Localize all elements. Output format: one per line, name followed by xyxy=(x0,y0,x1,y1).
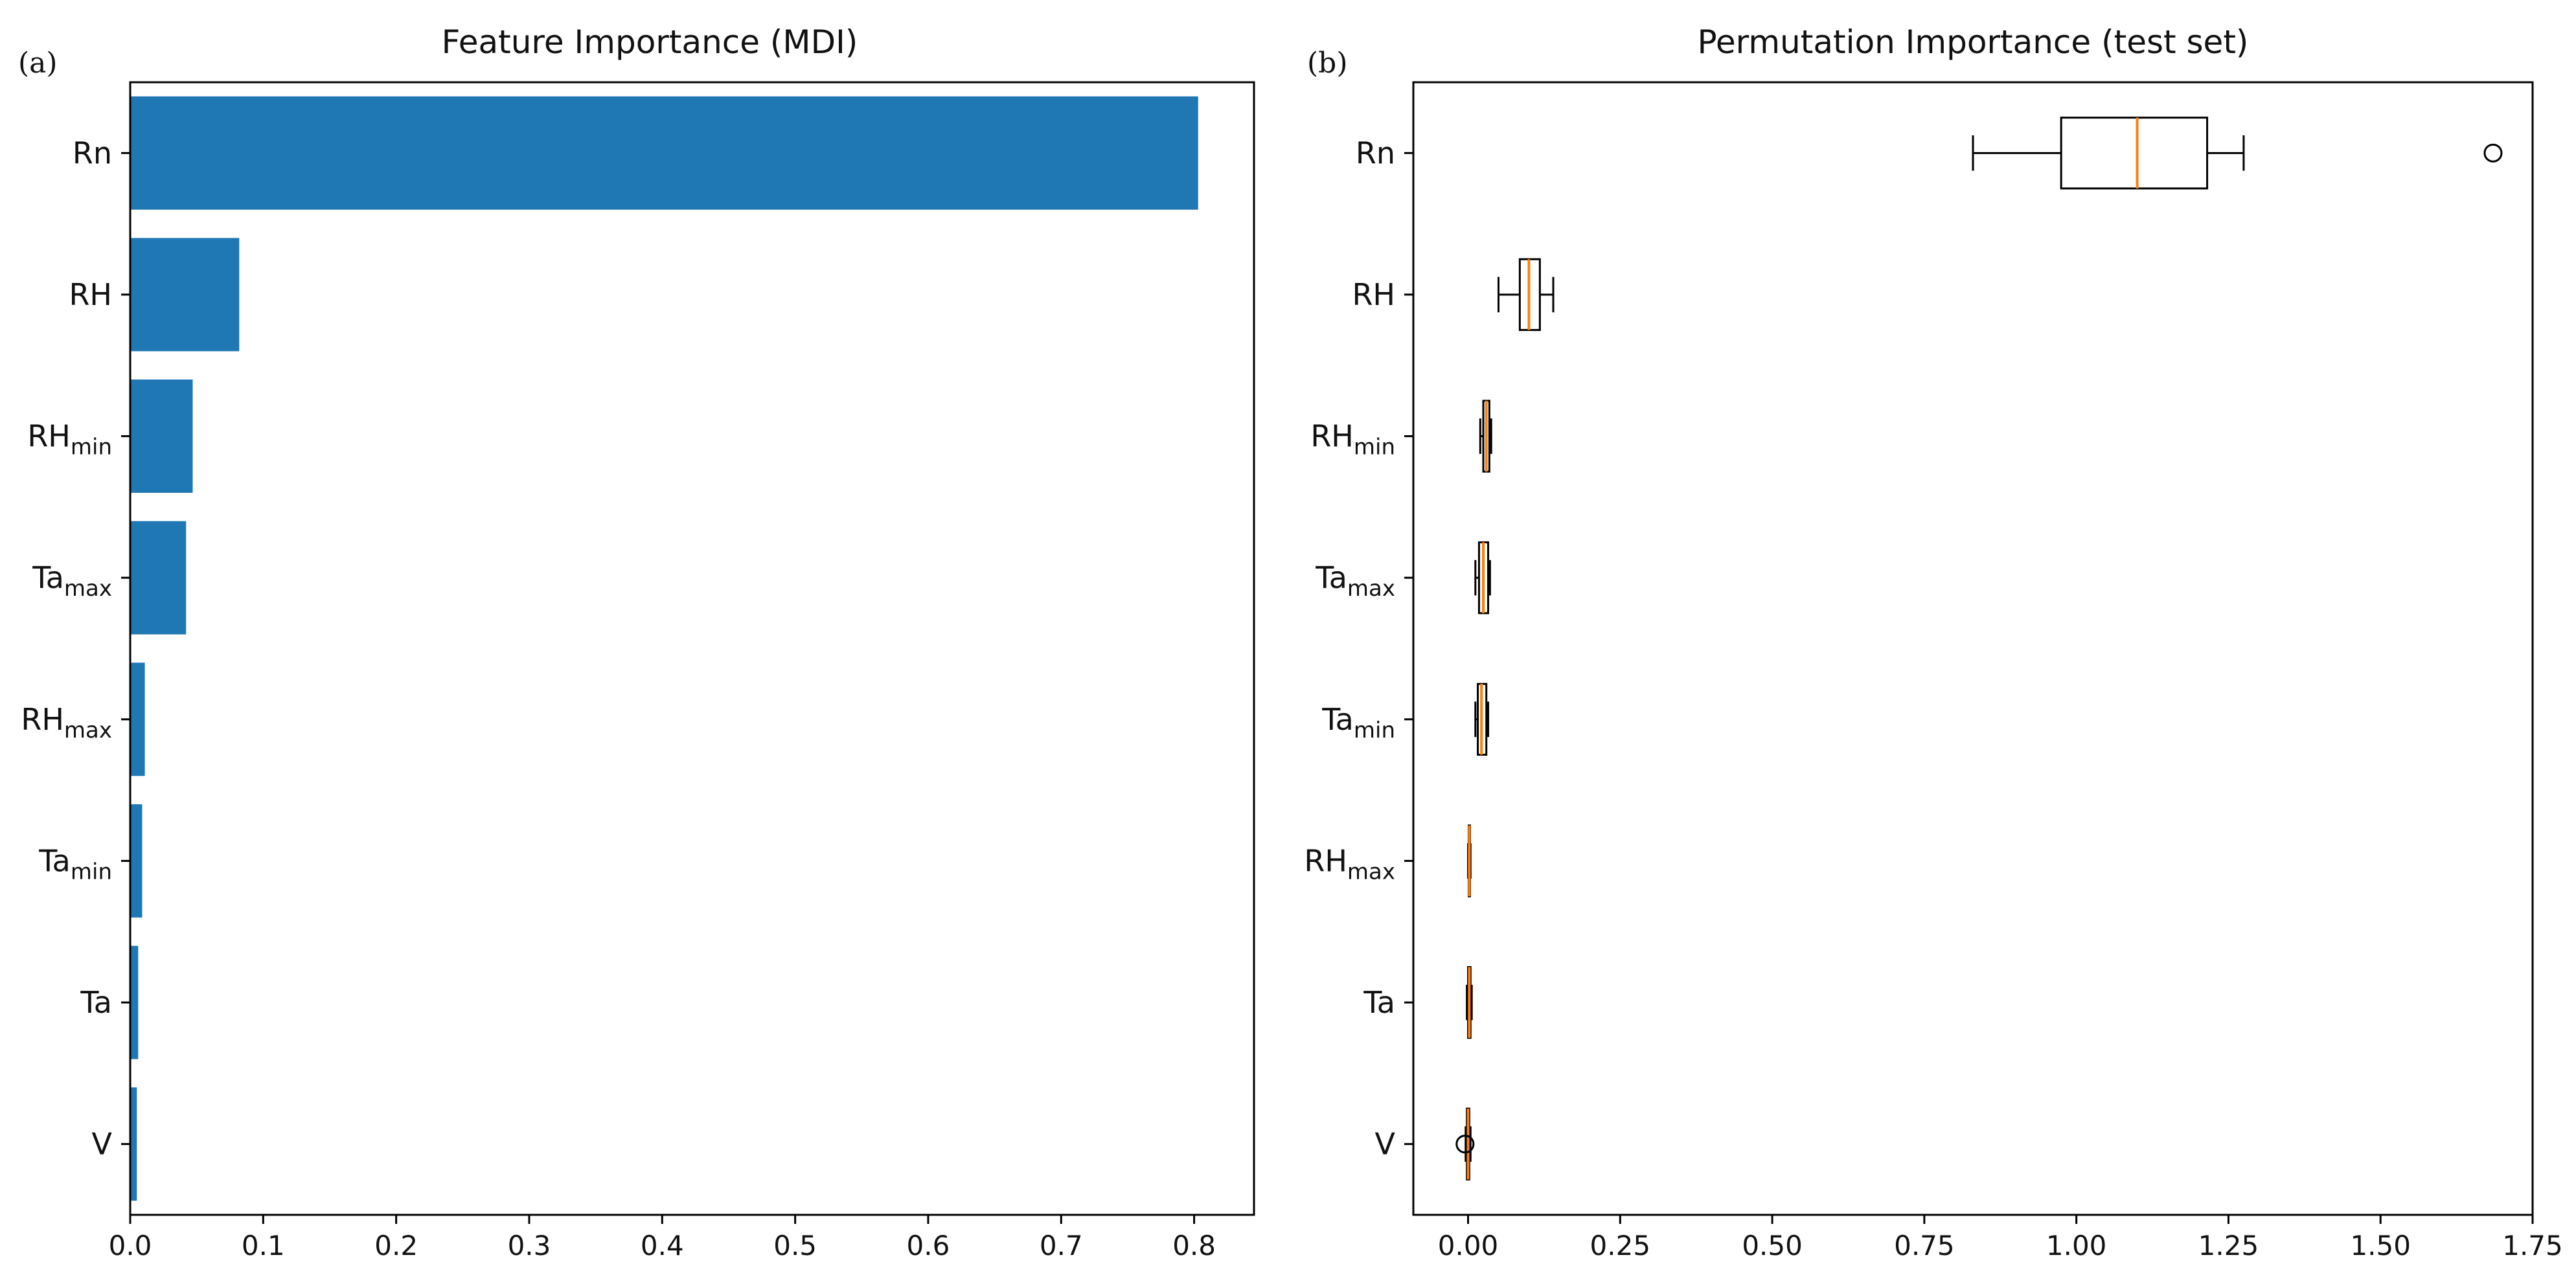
box-rn xyxy=(1972,117,2503,190)
box-rh xyxy=(1497,258,1555,332)
x-tick-label: 1.75 xyxy=(2502,1230,2563,1261)
panel-b-boxes xyxy=(1455,117,2503,1181)
y-tick-label-ta-min: Tamin xyxy=(1321,702,1395,743)
bar-rh-max xyxy=(130,662,145,776)
x-tick-label: 0.5 xyxy=(773,1230,817,1261)
box-rh-min xyxy=(1479,400,1492,473)
panel-a-feature-importance: (a) Feature Importance (MDI) Rn RH RHmin Ta… xyxy=(18,23,1255,1261)
outlier-point xyxy=(2483,143,2503,163)
y-tick-label-rh-max: RHmax xyxy=(21,702,112,743)
x-tick-label: 0.1 xyxy=(242,1230,285,1261)
y-tick-label-rh: RH xyxy=(69,277,112,312)
bar-ta-min xyxy=(130,804,142,918)
y-tick-label-ta: Ta xyxy=(80,985,112,1020)
panel-b-title: Permutation Importance (test set) xyxy=(1698,23,2249,61)
x-tick-label: 1.25 xyxy=(2198,1230,2259,1261)
y-tick-label-ta-max: Tamax xyxy=(1315,560,1395,602)
box-ta-min xyxy=(1474,683,1490,756)
x-tick-label: 0.00 xyxy=(1438,1230,1499,1261)
bar-v xyxy=(130,1087,137,1201)
bar-ta-max xyxy=(130,521,187,635)
box-v xyxy=(1455,1107,1475,1181)
x-tick-label: 0.3 xyxy=(508,1230,551,1261)
box-ta-max xyxy=(1474,541,1491,615)
y-tick-label-ta-min: Tamin xyxy=(38,843,112,885)
box-rh-max xyxy=(1467,824,1472,898)
bar-rh-min xyxy=(130,379,193,493)
bar-rh xyxy=(130,238,240,352)
y-tick-label-v: V xyxy=(1375,1127,1396,1162)
panel-b-y-ticks: Rn RH RHmin Tamax Tamin RHmax Ta V xyxy=(1304,135,1413,1162)
x-tick-label: 0.6 xyxy=(907,1230,950,1261)
iqr-box xyxy=(2060,117,2209,190)
y-tick-label-ta-max: Tamax xyxy=(32,560,112,602)
y-tick-label-rh-min: RHmin xyxy=(1310,419,1395,460)
x-tick-label: 0.0 xyxy=(109,1230,152,1261)
panel-a-y-ticks: Rn RH RHmin Tamax RHmax Tamin Ta V xyxy=(21,135,130,1162)
panel-a-axes-frame xyxy=(129,81,1255,1216)
y-tick-label-rh-min: RHmin xyxy=(27,419,112,460)
bar-rn xyxy=(130,96,1198,210)
y-tick-label-rh-max: RHmax xyxy=(1304,843,1395,885)
y-tick-label-rn: Rn xyxy=(1356,135,1395,170)
y-tick-label-rn: Rn xyxy=(73,135,112,170)
outlier-point xyxy=(1455,1135,1475,1154)
y-tick-label-rh: RH xyxy=(1352,277,1395,312)
y-tick-label-ta: Ta xyxy=(1363,985,1395,1020)
x-tick-label: 0.50 xyxy=(1742,1230,1803,1261)
x-tick-label: 0.7 xyxy=(1040,1230,1083,1261)
panel-b-permutation-importance: (b) Permutation Importance (test set) Rn… xyxy=(1304,23,2562,1261)
y-tick-label-v: V xyxy=(92,1127,113,1162)
x-tick-label: 0.4 xyxy=(641,1230,684,1261)
x-tick-label: 1.50 xyxy=(2350,1230,2411,1261)
x-tick-label: 0.8 xyxy=(1172,1230,1216,1261)
panel-b-x-ticks: 0.00 0.25 0.50 0.75 1.00 1.25 1.50 1.75 xyxy=(1438,1215,2563,1261)
x-tick-label: 0.2 xyxy=(374,1230,418,1261)
panel-b-axes-frame xyxy=(1412,81,2534,1216)
x-tick-label: 1.00 xyxy=(2046,1230,2107,1261)
x-tick-label: 0.25 xyxy=(1590,1230,1651,1261)
panel-a-label: (a) xyxy=(18,47,58,80)
bar-ta xyxy=(130,945,139,1059)
panel-a-bars xyxy=(130,96,1198,1201)
x-tick-label: 0.75 xyxy=(1894,1230,1955,1261)
panel-a-title: Feature Importance (MDI) xyxy=(442,23,858,61)
panel-b-label: (b) xyxy=(1307,47,1348,80)
box-ta xyxy=(1466,966,1473,1039)
panel-a-x-ticks: 0.0 0.1 0.2 0.3 0.4 0.5 0.6 0.7 0.8 xyxy=(109,1215,1216,1261)
